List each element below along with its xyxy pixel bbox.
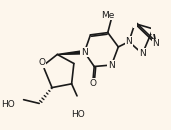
- Text: Me: Me: [101, 11, 114, 20]
- Text: HO: HO: [1, 100, 15, 109]
- Text: N: N: [126, 37, 132, 46]
- Text: N: N: [153, 39, 159, 48]
- Text: O: O: [89, 79, 96, 88]
- Text: N: N: [81, 48, 88, 57]
- Text: N: N: [108, 60, 115, 70]
- Text: N: N: [139, 49, 146, 58]
- Polygon shape: [57, 51, 82, 54]
- Text: O: O: [39, 58, 46, 67]
- Text: HO: HO: [71, 110, 85, 119]
